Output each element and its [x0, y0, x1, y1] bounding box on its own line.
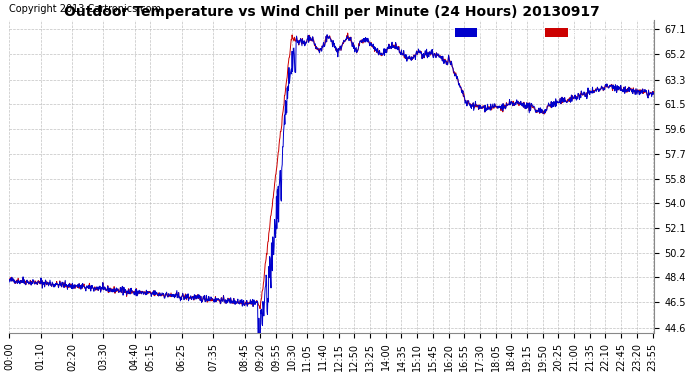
Text: Copyright 2013 Cartronics.com: Copyright 2013 Cartronics.com — [9, 4, 161, 13]
Title: Outdoor Temperature vs Wind Chill per Minute (24 Hours) 20130917: Outdoor Temperature vs Wind Chill per Mi… — [64, 5, 600, 19]
Legend: Wind Chill  (°F), Temperature  (°F): Wind Chill (°F), Temperature (°F) — [453, 26, 649, 39]
